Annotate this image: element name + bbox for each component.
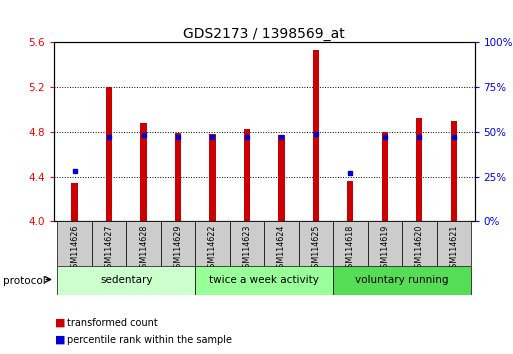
Bar <box>347 181 353 221</box>
Text: GSM114629: GSM114629 <box>173 225 183 273</box>
Text: ■: ■ <box>55 318 66 328</box>
Text: GSM114624: GSM114624 <box>277 225 286 273</box>
Text: twice a week activity: twice a week activity <box>209 275 319 285</box>
Text: GSM114627: GSM114627 <box>105 225 113 273</box>
Text: GSM114623: GSM114623 <box>243 225 251 273</box>
Bar <box>230 221 264 266</box>
Bar <box>368 221 402 266</box>
Bar <box>264 221 299 266</box>
Bar <box>437 221 471 266</box>
Bar <box>106 87 112 221</box>
Bar <box>57 221 92 266</box>
Text: GSM114621: GSM114621 <box>449 225 458 273</box>
Bar <box>333 266 471 295</box>
Bar <box>71 183 77 221</box>
Text: GSM114628: GSM114628 <box>139 225 148 273</box>
Bar <box>416 119 423 221</box>
Text: ■: ■ <box>55 335 66 345</box>
Bar <box>195 266 333 295</box>
Bar <box>141 123 147 221</box>
Bar <box>92 221 126 266</box>
Bar <box>175 133 181 221</box>
Bar <box>382 132 388 221</box>
Text: GSM114619: GSM114619 <box>380 225 389 273</box>
Text: GSM114622: GSM114622 <box>208 225 217 273</box>
Bar <box>279 135 285 221</box>
Bar <box>402 221 437 266</box>
Bar <box>126 221 161 266</box>
Bar <box>313 50 319 221</box>
Text: GSM114625: GSM114625 <box>311 225 321 273</box>
Text: sedentary: sedentary <box>100 275 152 285</box>
Text: GSM114626: GSM114626 <box>70 225 79 273</box>
Text: transformed count: transformed count <box>67 318 157 328</box>
Text: GSM114620: GSM114620 <box>415 225 424 273</box>
Bar <box>209 134 215 221</box>
Bar <box>451 121 457 221</box>
Bar <box>195 221 230 266</box>
Text: voluntary running: voluntary running <box>356 275 449 285</box>
Bar <box>244 129 250 221</box>
Bar <box>161 221 195 266</box>
Bar <box>333 221 368 266</box>
Bar <box>299 221 333 266</box>
Text: protocol: protocol <box>3 276 45 286</box>
Text: percentile rank within the sample: percentile rank within the sample <box>67 335 232 345</box>
Title: GDS2173 / 1398569_at: GDS2173 / 1398569_at <box>183 28 345 41</box>
Bar <box>57 266 195 295</box>
Text: GSM114618: GSM114618 <box>346 225 355 273</box>
